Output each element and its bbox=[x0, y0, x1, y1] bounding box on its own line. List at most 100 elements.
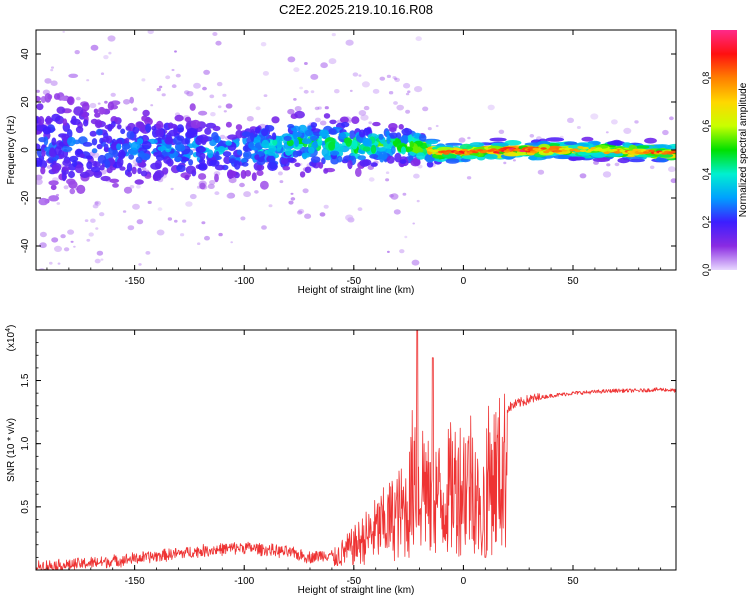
signal-blob bbox=[61, 146, 73, 153]
signal-blob bbox=[207, 149, 214, 158]
signal-blob bbox=[163, 156, 172, 164]
spectrogram-y-tick-label: -40 bbox=[20, 238, 31, 253]
signal-blob bbox=[445, 158, 460, 164]
noise-speckle bbox=[310, 90, 315, 94]
signal-blob bbox=[68, 170, 75, 179]
noise-speckle bbox=[92, 152, 100, 158]
snr-x-tick-label: -50 bbox=[347, 576, 362, 587]
signal-blob bbox=[351, 116, 360, 124]
signal-blob bbox=[358, 129, 366, 138]
signal-blob bbox=[126, 171, 133, 178]
noise-speckle bbox=[39, 231, 47, 238]
noise-speckle bbox=[358, 110, 367, 116]
signal-blob bbox=[418, 134, 427, 142]
noise-speckle bbox=[94, 201, 99, 205]
signal-blob bbox=[195, 136, 203, 146]
signal-blob bbox=[341, 121, 350, 128]
signal-blob bbox=[301, 138, 312, 145]
signal-blob bbox=[378, 133, 384, 140]
signal-blob bbox=[375, 147, 386, 152]
signal-blob bbox=[236, 149, 243, 156]
noise-speckle bbox=[89, 102, 97, 109]
signal-blob bbox=[383, 141, 393, 149]
signal-blob bbox=[484, 153, 498, 160]
noise-speckle bbox=[47, 292, 51, 295]
signal-core bbox=[632, 148, 639, 152]
signal-blob bbox=[233, 160, 241, 170]
signal-blob bbox=[304, 129, 314, 137]
noise-speckle bbox=[51, 237, 59, 243]
signal-blob bbox=[112, 183, 119, 188]
signal-blob bbox=[195, 146, 206, 153]
colorbar-tick-label: 0.2 bbox=[701, 216, 711, 229]
noise-speckle bbox=[287, 56, 296, 63]
noise-speckle bbox=[579, 173, 587, 179]
signal-blob bbox=[45, 115, 52, 125]
noise-speckle bbox=[416, 199, 420, 203]
spectrogram-x-ticks: -150 -100 -50 0 50 bbox=[46, 30, 662, 287]
signal-blob bbox=[74, 164, 84, 174]
noise-speckle bbox=[39, 242, 47, 249]
noise-speckle bbox=[314, 106, 320, 111]
noise-speckle bbox=[63, 280, 71, 286]
signal-blob bbox=[386, 155, 395, 164]
spectrogram-x-tick-label: -100 bbox=[234, 276, 254, 287]
signal-blob bbox=[140, 170, 148, 177]
signal-blob bbox=[410, 159, 421, 167]
signal-blob bbox=[235, 124, 243, 131]
signal-blob bbox=[156, 154, 165, 161]
noise-speckle bbox=[100, 258, 104, 261]
noise-speckle bbox=[56, 202, 61, 205]
noise-speckle bbox=[399, 249, 405, 254]
noise-speckle bbox=[290, 197, 296, 201]
noise-speckle bbox=[328, 58, 337, 65]
noise-speckle bbox=[361, 81, 370, 88]
spectrogram-heatmap bbox=[36, 16, 676, 295]
signal-blob bbox=[269, 161, 278, 170]
signal-core bbox=[600, 149, 608, 152]
snr-y-scale-label: (x104) bbox=[5, 325, 17, 352]
signal-blob bbox=[51, 137, 57, 146]
noise-speckle bbox=[368, 177, 375, 182]
signal-blob bbox=[240, 157, 248, 164]
noise-speckle bbox=[352, 72, 359, 77]
spectrogram-y-tick-label: 20 bbox=[20, 96, 31, 108]
noise-speckle bbox=[415, 36, 422, 42]
signal-blob bbox=[62, 166, 71, 171]
noise-speckle bbox=[360, 114, 369, 121]
noise-speckle bbox=[230, 241, 233, 244]
signal-blob bbox=[409, 141, 415, 148]
signal-blob bbox=[91, 148, 98, 154]
signal-core bbox=[611, 148, 618, 152]
noise-speckle bbox=[458, 137, 466, 143]
signal-blob bbox=[628, 158, 645, 163]
noise-speckle bbox=[240, 216, 246, 221]
noise-speckle bbox=[186, 91, 194, 97]
noise-speckle bbox=[132, 107, 138, 112]
noise-speckle bbox=[136, 185, 141, 189]
signal-blob bbox=[294, 110, 305, 119]
noise-speckle bbox=[201, 221, 206, 225]
signal-blob bbox=[134, 179, 144, 185]
signal-blob bbox=[174, 156, 182, 162]
noise-speckle bbox=[57, 262, 61, 265]
signal-blob bbox=[553, 154, 573, 160]
noise-speckle bbox=[623, 127, 632, 134]
noise-speckle bbox=[157, 207, 163, 211]
signal-blob bbox=[56, 106, 66, 114]
signal-blob bbox=[225, 121, 232, 128]
signal-core bbox=[582, 146, 589, 150]
signal-blob bbox=[310, 135, 318, 141]
noise-speckle bbox=[42, 16, 50, 22]
signal-blob bbox=[97, 154, 107, 164]
signal-blob bbox=[248, 142, 255, 149]
signal-blob bbox=[329, 150, 340, 156]
snr-x-tick-label: -150 bbox=[125, 576, 145, 587]
signal-blob bbox=[155, 128, 165, 138]
noise-speckle bbox=[302, 188, 309, 194]
signal-blob bbox=[185, 165, 196, 174]
noise-speckle bbox=[218, 232, 223, 237]
signal-blob bbox=[399, 135, 409, 145]
signal-core bbox=[461, 148, 468, 152]
signal-blob bbox=[286, 157, 295, 163]
